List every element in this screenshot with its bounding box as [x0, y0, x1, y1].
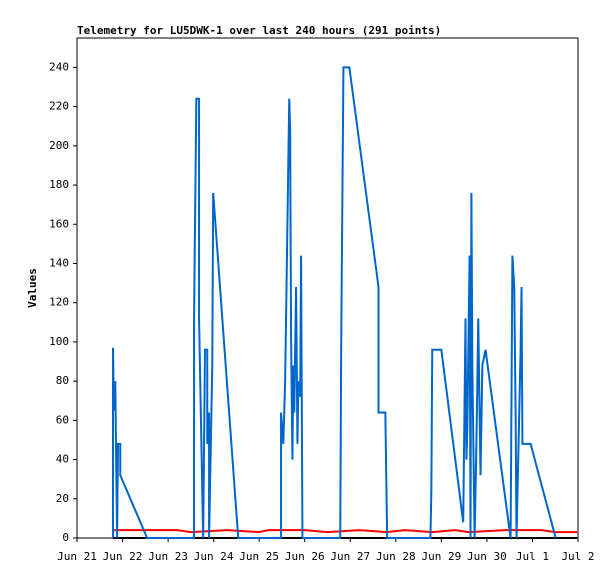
x-tick-label: Jul 2 [561, 550, 594, 563]
y-tick-label: 180 [49, 178, 69, 191]
x-tick-label: Jul 1 [516, 550, 549, 563]
chart-title: Telemetry for LU5DWK-1 over last 240 hou… [77, 24, 441, 37]
y-tick-label: 240 [49, 60, 69, 73]
y-tick-label: 80 [56, 374, 69, 387]
y-tick-label: 0 [62, 531, 69, 544]
x-tick-label: Jun 21 [57, 550, 97, 563]
y-tick-label: 20 [56, 492, 69, 505]
y-tick-label: 140 [49, 256, 69, 269]
x-tick-label: Jun 25 [239, 550, 279, 563]
x-tick-label: Jun 23 [148, 550, 188, 563]
x-tick-label: Jun 27 [330, 550, 370, 563]
y-tick-label: 160 [49, 217, 69, 230]
x-tick-label: Jun 22 [103, 550, 143, 563]
y-tick-label: 220 [49, 100, 69, 113]
y-tick-label: 40 [56, 453, 69, 466]
series-line [111, 66, 557, 539]
y-tick-label: 200 [49, 139, 69, 152]
y-tick-label: 100 [49, 335, 69, 348]
y-tick-label: 120 [49, 296, 69, 309]
y-axis-title: Values [26, 268, 39, 308]
x-tick-label: Jun 29 [421, 550, 461, 563]
y-tick-label: 60 [56, 413, 69, 426]
x-tick-label: Jun 24 [194, 550, 234, 563]
x-tick-label: Jun 26 [285, 550, 325, 563]
x-tick-label: Jun 30 [467, 550, 507, 563]
x-tick-label: Jun 28 [376, 550, 416, 563]
